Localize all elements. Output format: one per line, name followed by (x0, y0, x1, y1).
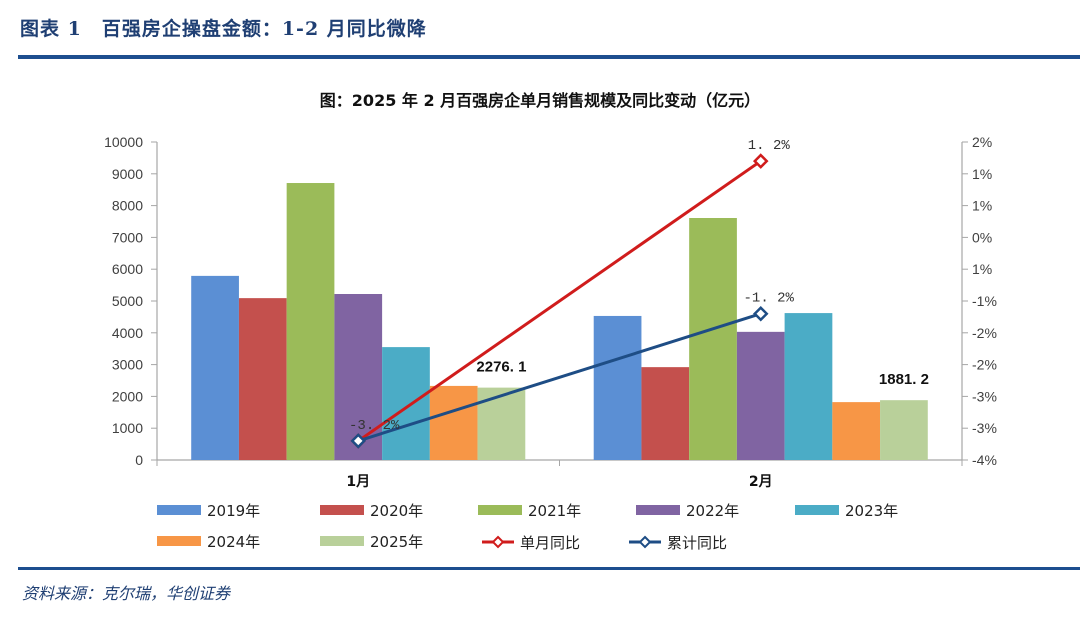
left-axis-tick-label: 5000 (112, 293, 143, 309)
right-axis-tick-label: 0% (972, 229, 992, 245)
source-note: 资料来源：克尔瑞，华创证券 (22, 584, 231, 603)
legend-label: 2025年 (370, 533, 423, 551)
bar-2024年-1月 (429, 385, 478, 460)
legend-swatch (478, 505, 522, 515)
right-axis-tick-label: 1% (972, 198, 992, 214)
left-axis-tick-label: 3000 (112, 357, 143, 373)
left-axis-tick-label: 1000 (112, 420, 143, 436)
bar-data-label: 1881. 2 (879, 371, 929, 388)
bar-2021年-1月 (286, 183, 335, 460)
right-axis-tick-label: 2% (972, 134, 992, 150)
legend-label: 2024年 (207, 533, 260, 551)
legend-label: 2022年 (686, 502, 739, 520)
left-axis-tick-label: 4000 (112, 325, 143, 341)
left-axis-tick-label: 9000 (112, 166, 143, 182)
right-axis-tick-label: -4% (972, 452, 997, 468)
line-data-label: -3. 2% (349, 418, 400, 434)
legend-item: 2023年 (795, 502, 898, 520)
bar-2024年-2月 (832, 402, 881, 460)
line-marker-累计同比 (350, 433, 367, 449)
left-axis-tick-label: 8000 (112, 198, 143, 214)
bar-2023年-1月 (382, 347, 430, 460)
line-累计同比 (357, 312, 762, 443)
left-axis-tick-label: 7000 (112, 229, 143, 245)
right-axis-tick-label: -2% (972, 357, 997, 373)
bar-data-label: 2276. 1 (476, 359, 526, 376)
legend-item: 2021年 (478, 502, 581, 520)
legend-label: 2020年 (370, 502, 423, 520)
left-axis-tick-label: 10000 (104, 134, 143, 150)
bar-2020年-1月 (238, 298, 287, 460)
right-axis-tick-label: 1% (972, 166, 992, 182)
bar-2022年-2月 (736, 331, 785, 460)
legend-item: 2025年 (320, 533, 423, 551)
legend-item: 2020年 (320, 502, 423, 520)
bars (191, 183, 928, 460)
bar-2019年-2月 (593, 315, 642, 460)
bar-2025年-1月 (477, 387, 526, 460)
right-axis-tick-label: -3% (972, 388, 997, 404)
chart: 图：2025 年 2 月百强房企单月销售规模及同比变动（亿元） 0 1000 200… (104, 91, 997, 552)
bar-2021年-2月 (689, 218, 737, 460)
legend-label: 2019年 (207, 502, 260, 520)
bar-2025年-2月 (880, 400, 928, 460)
legend-label: 2021年 (528, 502, 581, 520)
legend-item: 2024年 (157, 533, 260, 551)
bar-2022年-1月 (334, 294, 383, 460)
legend: 2019年 2020年 2021年 2022年 2023年 2024年 2025年 单月同比 累… (157, 502, 898, 552)
figure-heading: 图表 1 百强房企操盘金额：1-2 月同比微降 (20, 18, 427, 40)
data-labels: 2276. 1 1881. 2 1. 2% -3. 2% -1. 2% (349, 138, 929, 434)
legend-marker (491, 535, 505, 549)
left-axis-tick-label: 0 (135, 452, 143, 468)
bar-2023年-2月 (784, 313, 833, 460)
legend-item: 2019年 (157, 502, 260, 520)
left-axis-tick-label: 2000 (112, 388, 143, 404)
legend-label: 累计同比 (667, 534, 727, 552)
bar-2020年-2月 (641, 367, 690, 460)
legend-swatch (636, 505, 680, 515)
right-axis-tick-label: -2% (972, 325, 997, 341)
legend-swatch (320, 505, 364, 515)
legend-item: 单月同比 (482, 534, 580, 552)
chart-title: 图：2025 年 2 月百强房企单月销售规模及同比变动（亿元） (320, 91, 760, 110)
legend-item: 累计同比 (629, 534, 727, 552)
legend-swatch (157, 536, 201, 546)
left-axis-tick-label: 6000 (112, 261, 143, 277)
line-data-label: 1. 2% (748, 138, 791, 154)
legend-marker (638, 535, 652, 549)
line-单月同比 (357, 159, 762, 443)
right-axis-tick-label: -1% (972, 293, 997, 309)
right-axis-tick-label: -3% (972, 420, 997, 436)
line-marker-单月同比 (752, 153, 769, 169)
line-data-label: -1. 2% (744, 291, 795, 307)
bottom-divider (18, 567, 1080, 570)
legend-swatch (795, 505, 839, 515)
lines (350, 153, 769, 449)
legend-label: 单月同比 (520, 534, 580, 552)
x-axis-category-label: 2月 (749, 474, 773, 490)
bar-2019年-1月 (191, 275, 239, 460)
legend-label: 2023年 (845, 502, 898, 520)
legend-swatch (320, 536, 364, 546)
line-marker-累计同比 (752, 305, 769, 322)
legend-item: 2022年 (636, 502, 739, 520)
right-axis-tick-label: 1% (972, 261, 992, 277)
x-axis-category-label: 1月 (346, 474, 370, 490)
top-divider (18, 55, 1080, 59)
legend-swatch (157, 505, 201, 515)
